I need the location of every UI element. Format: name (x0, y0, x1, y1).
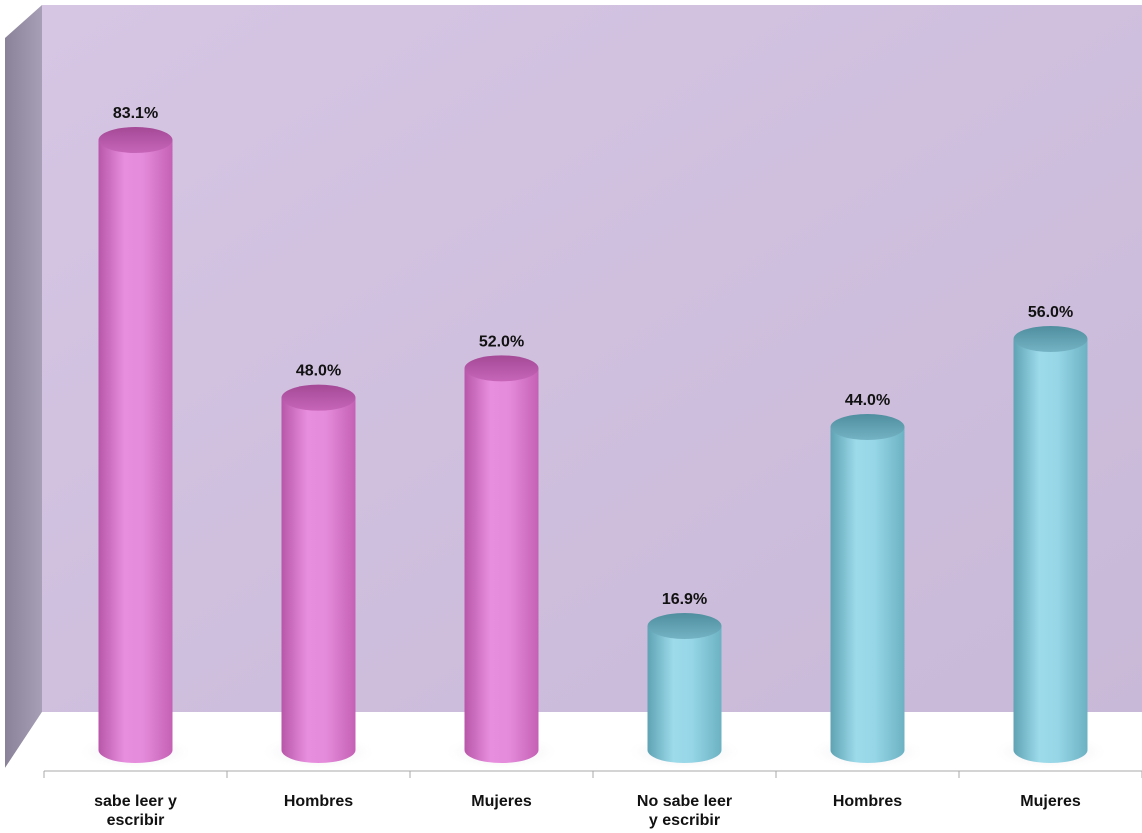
category-label: No sabe leer y escribir (637, 793, 732, 829)
bars-group (76, 127, 1110, 770)
chart-side-wall (5, 5, 42, 768)
bar (625, 612, 744, 770)
bar-body (647, 625, 722, 764)
value-label: 16.9% (662, 591, 707, 608)
bar-top-cap (1013, 325, 1088, 352)
bar-top-cap (830, 414, 905, 441)
chart-back-wall (42, 5, 1142, 712)
value-label: 52.0% (479, 333, 524, 350)
bar-body (98, 140, 173, 764)
bar (991, 325, 1110, 770)
category-label: Mujeres (471, 793, 532, 810)
bar-body (281, 397, 356, 764)
bar (259, 384, 378, 770)
value-label: 83.1% (113, 105, 158, 122)
x-axis-ticks (43, 771, 1142, 778)
value-label: 48.0% (296, 363, 341, 380)
category-label: Hombres (284, 793, 353, 810)
bar-top-cap (647, 612, 722, 639)
bar-body (464, 368, 539, 764)
category-labels-group: sabe leer y escribir Hombres Mujeres No sabe… (94, 793, 1081, 829)
bar-top-cap (98, 127, 173, 154)
bar-body (1013, 338, 1088, 764)
bar (442, 355, 561, 770)
bar (808, 414, 927, 770)
category-label: Mujeres (1020, 793, 1081, 810)
bar-top-cap (464, 355, 539, 382)
bar-top-cap (281, 384, 356, 411)
category-label: Hombres (833, 793, 902, 810)
bar (76, 127, 195, 770)
value-label: 56.0% (1028, 304, 1073, 321)
bar-body (830, 427, 905, 764)
value-labels-group: 83.1% 48.0% 52.0% 16.9% 44.0% 56.0% (113, 105, 1073, 608)
category-label: sabe leer y escribir (94, 793, 177, 829)
value-label: 44.0% (845, 392, 890, 409)
